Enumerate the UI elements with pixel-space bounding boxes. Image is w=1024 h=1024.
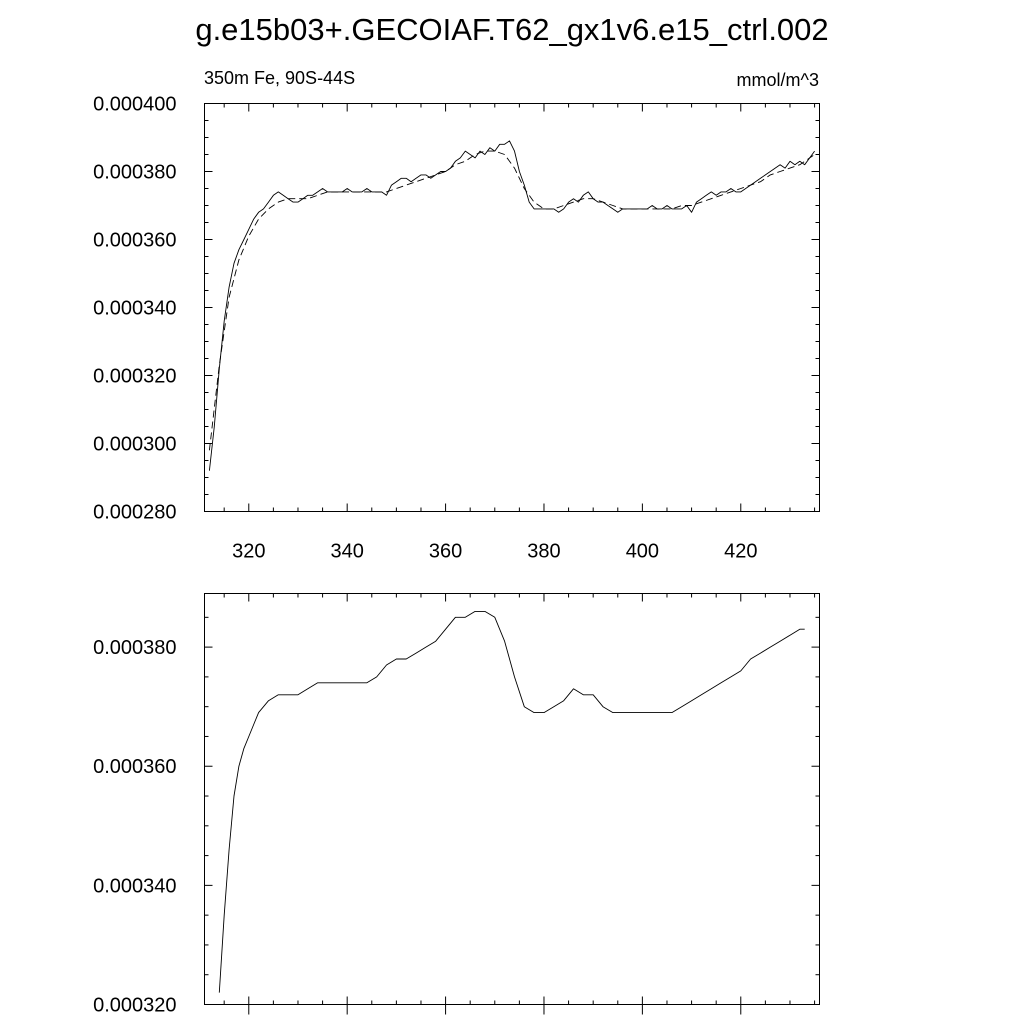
top-panel-x-tick-label: 420 [724,541,757,563]
top-panel-y-tick-label: 0.000340 [93,298,176,320]
top-panel-x-tick-label: 400 [626,541,659,563]
top-panel-series-dashed-line [208,150,815,451]
bottom-panel-series-solid-line [218,610,805,993]
bottom-panel-y-tick-label: 0.000320 [93,995,176,1017]
top-panel-right-label: mmol/m^3 [737,70,819,90]
top-panel: 350m Fe, 90S-44S mmol/m^3 320 340 360 380 40… [93,68,820,563]
bottom-panel-y-tick-label: 0.000340 [93,875,176,897]
bottom-panel-y-tick-label: 0.000360 [93,756,176,778]
top-panel-series-solid-line [208,140,815,471]
top-panel-x-tick-label: 320 [232,541,265,563]
bottom-panel-series [218,610,805,993]
figure-title: g.e15b03+.GECOIAF.T62_gx1v6.e15_ctrl.002 [195,12,828,47]
top-panel-plot-frame [204,103,820,512]
top-panel-x-tick-label: 360 [429,541,462,563]
top-panel-x-tick-label: 380 [527,541,560,563]
top-panel-y-tick-label: 0.000360 [93,230,176,252]
bottom-panel: 0.000320 0.000340 0.000360 0.000380 [93,593,820,1017]
top-panel-series [208,140,815,471]
bottom-panel-ticks [204,593,820,1015]
top-panel-left-label: 350m Fe, 90S-44S [204,68,355,88]
top-panel-y-tick-label: 0.000380 [93,162,176,184]
bottom-panel-tick-labels: 0.000320 0.000340 0.000360 0.000380 [93,637,176,1016]
top-panel-y-tick-label: 0.000400 [93,94,176,116]
bottom-panel-y-tick-label: 0.000380 [93,637,176,659]
top-panel-ticks [204,103,820,512]
top-panel-x-tick-label: 340 [330,541,363,563]
top-panel-y-tick-label: 0.000320 [93,366,176,388]
top-panel-tick-labels: 320 340 360 380 400 420 0.000280 0.000300 0.0003… [93,94,757,563]
top-panel-y-tick-label: 0.000300 [93,434,176,456]
bottom-panel-plot-frame [204,593,820,1005]
top-panel-y-tick-label: 0.000280 [93,502,176,524]
